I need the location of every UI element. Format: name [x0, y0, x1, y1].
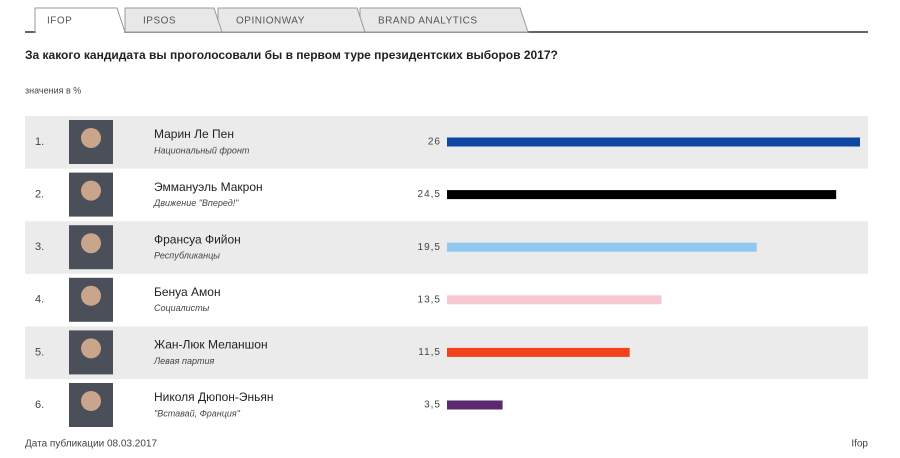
rank: 5. — [35, 346, 44, 358]
value-label: 24,5 — [418, 189, 441, 200]
bar — [447, 137, 860, 147]
candidate-name: Марин Ле Пен — [154, 127, 234, 141]
photo-face — [81, 233, 101, 254]
tab[interactable] — [217, 7, 366, 33]
candidate-name: Эммануэль Макрон — [154, 180, 263, 194]
tab[interactable] — [124, 7, 223, 33]
row-background — [25, 326, 868, 379]
photo-face — [81, 338, 101, 359]
subtitle: значения в % — [25, 85, 81, 95]
tab-label[interactable]: OPINIONWAY — [236, 16, 305, 27]
photo-face — [81, 285, 101, 306]
candidate-name: Бенуа Амон — [154, 285, 221, 299]
photo-face — [81, 180, 101, 201]
candidate-name: Николя Дюпон-Эньян — [154, 390, 274, 404]
tab-label[interactable]: IPSOS — [143, 16, 176, 27]
bar — [447, 347, 630, 357]
rank: 6. — [35, 399, 44, 411]
photo-face — [81, 391, 101, 411]
rank: 3. — [35, 241, 44, 253]
bar — [447, 190, 837, 200]
candidate-name: Франсуа Фийон — [154, 232, 241, 246]
bar — [447, 242, 757, 252]
bar — [447, 400, 503, 410]
photo-face — [81, 128, 101, 148]
tab-label[interactable]: BRAND ANALYTICS — [378, 16, 478, 27]
value-label: 26 — [428, 137, 441, 148]
party-name: Движение "Вперед!" — [153, 198, 239, 208]
party-name: Социалисты — [154, 303, 210, 313]
value-label: 19,5 — [418, 242, 441, 253]
chart-title: За какого кандидата вы проголосовали бы … — [25, 48, 558, 62]
value-label: 11,5 — [418, 347, 441, 358]
party-name: "Вставай, Франция" — [154, 408, 241, 418]
party-name: Левая партия — [153, 356, 214, 366]
publication-date: Дата публикации 08.03.2017 — [25, 438, 157, 450]
bar — [447, 295, 662, 305]
value-label: 3,5 — [424, 400, 441, 411]
rank: 1. — [35, 136, 44, 148]
rank: 2. — [35, 189, 44, 201]
value-label: 13,5 — [418, 294, 441, 305]
candidate-name: Жан-Люк Меланшон — [154, 338, 268, 352]
party-name: Республиканцы — [154, 251, 220, 261]
party-name: Национальный фронт — [154, 145, 250, 155]
rank: 4. — [35, 294, 44, 306]
tab-label[interactable]: IFOP — [47, 16, 72, 27]
source: Ifop — [851, 439, 868, 450]
